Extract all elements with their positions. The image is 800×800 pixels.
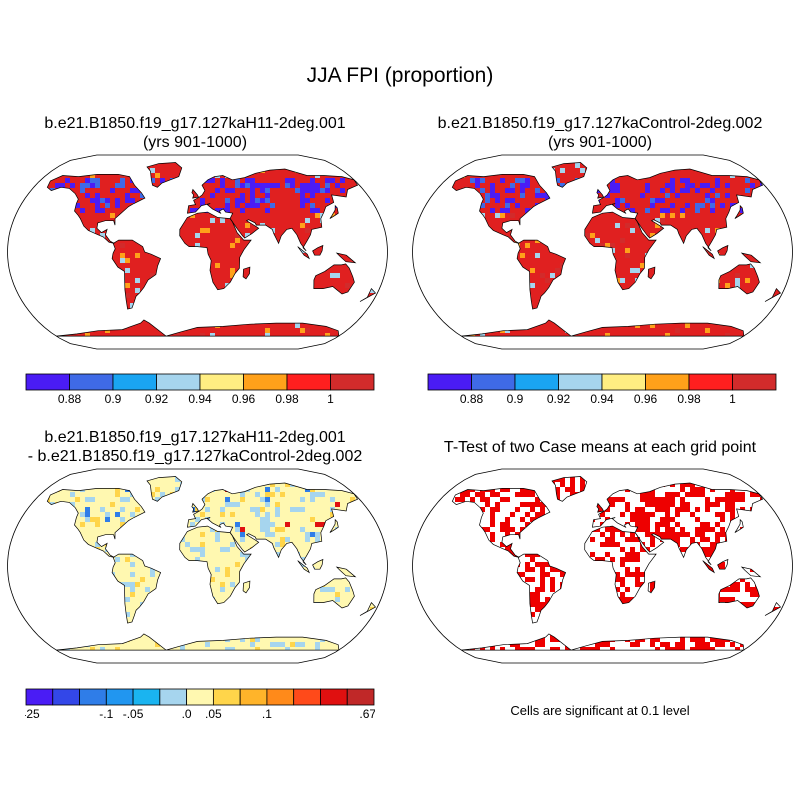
colorbar-tick-label: .6711 bbox=[359, 707, 375, 720]
colorbar-tick-label: 0.92 bbox=[547, 392, 571, 405]
colorbar-tick-label: 0.9 bbox=[105, 392, 122, 405]
panel4-map bbox=[412, 468, 793, 664]
colorbar-tick-label: 0.96 bbox=[634, 392, 658, 405]
colorbar-tick-label: 0.88 bbox=[460, 392, 484, 405]
significance-note: Cells are significant at 0.1 level bbox=[510, 703, 690, 718]
colorbar-tick-label: 0.94 bbox=[188, 392, 212, 405]
colorbar-tick-label: -.425 bbox=[25, 707, 40, 720]
panel3-title-line1: b.e21.B1850.f19_g17.127kaH11-2deg.001 bbox=[44, 429, 346, 446]
colorbar-swatch bbox=[558, 373, 603, 391]
colorbar-tick-label: 0.98 bbox=[677, 392, 701, 405]
colorbar-swatch bbox=[52, 688, 80, 706]
colorbar-swatch bbox=[471, 373, 516, 391]
main-title: JJA FPI (proportion) bbox=[306, 64, 494, 87]
panel1-title-line1: b.e21.B1850.f19_g17.127kaH11-2deg.001 bbox=[44, 115, 346, 132]
colorbar-tick-label: 0.88 bbox=[58, 392, 82, 405]
colorbar-swatch bbox=[156, 373, 201, 391]
colorbar-swatch bbox=[427, 373, 472, 391]
colorbar-swatch bbox=[243, 373, 288, 391]
colorbar-swatch bbox=[105, 688, 134, 706]
colorbar-swatch bbox=[25, 373, 70, 391]
colorbar-tick-label: 0.98 bbox=[275, 392, 299, 405]
colorbar-swatch bbox=[346, 688, 375, 706]
colorbar-swatch bbox=[293, 688, 321, 706]
colorbar-swatch bbox=[25, 688, 54, 706]
colorbar-swatch bbox=[112, 373, 157, 391]
colorbar-swatch bbox=[199, 373, 244, 391]
colorbar-swatch bbox=[212, 688, 241, 706]
panel1-colorbar: 0.88 0.9 0.92 0.94 0.96 0.98 1 bbox=[25, 373, 375, 405]
colorbar-tick-label: -.1 bbox=[99, 707, 113, 720]
colorbar-tick-label: 1 bbox=[327, 392, 334, 405]
colorbar-tick-label: .0 bbox=[182, 707, 192, 720]
colorbar-tick-label: .05 bbox=[205, 707, 222, 720]
panel2-colorbar: 0.88 0.9 0.92 0.94 0.96 0.98 1 bbox=[427, 373, 777, 405]
panel2-title-line2: (yrs 901-1000) bbox=[547, 134, 653, 151]
panel3-title-line2: - b.e21.B1850.f19_g17.127kaControl-2deg.… bbox=[27, 448, 363, 465]
colorbar-tick-label: .1 bbox=[262, 707, 272, 720]
colorbar-tick-label: 0.94 bbox=[590, 392, 614, 405]
panel1-title-line2: (yrs 901-1000) bbox=[142, 134, 248, 151]
colorbar-swatch bbox=[69, 373, 114, 391]
colorbar-tick-label: -.05 bbox=[123, 707, 144, 720]
colorbar-swatch bbox=[79, 688, 107, 706]
colorbar-swatch bbox=[601, 373, 646, 391]
colorbar-swatch bbox=[330, 373, 375, 391]
panel3-colorbar: -.425 -.1 -.05 .0 .05 .1 .6711 bbox=[25, 688, 375, 720]
colorbar-tick-label: 0.9 bbox=[507, 392, 524, 405]
colorbar-swatch bbox=[320, 688, 348, 706]
panel3-map bbox=[7, 468, 388, 664]
panel2-title-line1: b.e21.B1850.f19_g17.127kaControl-2deg.00… bbox=[437, 115, 763, 132]
panel2-map bbox=[412, 154, 793, 350]
colorbar-swatch bbox=[159, 688, 188, 706]
colorbar-swatch bbox=[645, 373, 690, 391]
colorbar-swatch bbox=[688, 373, 733, 391]
panel1-map bbox=[7, 154, 388, 350]
colorbar-swatch bbox=[266, 688, 295, 706]
colorbar-swatch bbox=[286, 373, 331, 391]
colorbar-swatch bbox=[732, 373, 777, 391]
colorbar-tick-label: 1 bbox=[729, 392, 736, 405]
panel4-title: T-Test of two Case means at each grid po… bbox=[443, 439, 757, 456]
colorbar-swatch bbox=[239, 688, 268, 706]
colorbar-swatch bbox=[132, 688, 161, 706]
colorbar-swatch bbox=[186, 688, 214, 706]
colorbar-swatch bbox=[514, 373, 559, 391]
colorbar-tick-label: 0.92 bbox=[145, 392, 169, 405]
colorbar-tick-label: 0.96 bbox=[232, 392, 256, 405]
